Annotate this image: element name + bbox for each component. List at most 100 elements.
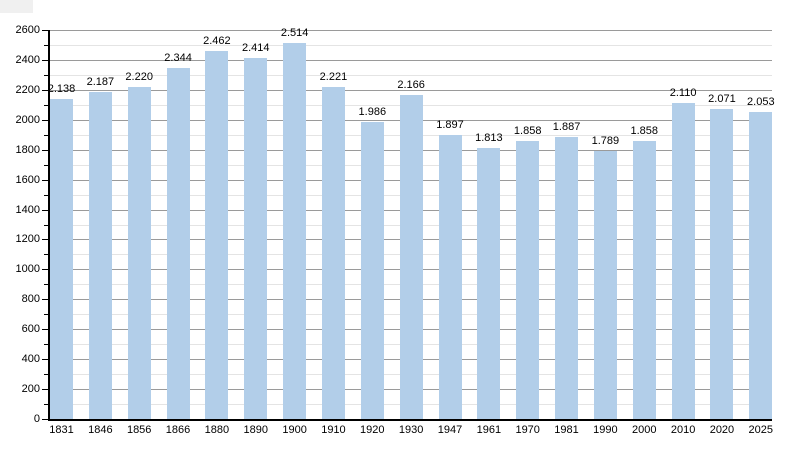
y-tick-major	[42, 299, 48, 301]
x-axis-tick-label: 2000	[632, 424, 657, 436]
x-axis-tick-label: 2020	[709, 424, 735, 436]
bar-1890	[244, 57, 268, 419]
bar-value-label: 2.344	[164, 52, 192, 65]
y-tick-minor	[44, 284, 48, 286]
y-tick-major	[42, 329, 48, 331]
bar-1866	[166, 68, 190, 419]
bar-value-label: 1.813	[475, 131, 503, 144]
bar-2020	[710, 109, 734, 419]
y-tick-minor	[44, 344, 48, 346]
bar-value-label: 2.514	[280, 26, 309, 39]
y-tick-minor	[44, 314, 48, 316]
bar-2010	[671, 103, 695, 419]
x-axis-tick-label: 1900	[282, 424, 307, 436]
bar-1947	[438, 135, 462, 419]
x-axis-tick-label: 1970	[515, 424, 540, 436]
y-tick-major	[42, 269, 48, 271]
y-axis-ticks	[0, 30, 48, 420]
bar-2025	[749, 111, 773, 419]
x-axis-tick-label: 2010	[670, 424, 696, 436]
bar-value-label: 1.858	[513, 125, 542, 138]
y-axis-tick-label: 200	[21, 383, 40, 396]
x-axis-labels: 1831 1846 1856 1866 1880 1890 1900 1910 1920 1930…	[48, 424, 774, 440]
bar-1961	[477, 147, 501, 419]
y-tick-major	[42, 359, 48, 361]
y-tick-minor	[44, 224, 48, 226]
x-axis-tick-label: 1930	[398, 424, 424, 436]
y-axis-tick-label: 1400	[15, 203, 40, 216]
bar-1990	[593, 151, 617, 419]
y-tick-minor	[44, 194, 48, 196]
y-axis-tick-label: 1600	[15, 173, 40, 186]
x-axis-tick-label: 1846	[88, 424, 113, 436]
x-axis-tick-label: 1880	[204, 424, 230, 436]
x-axis-tick-label: 1920	[360, 424, 385, 436]
plot-area: 2.138 2.187 2.220 2.344 2.462 2.414 2.514 2.221…	[48, 26, 775, 419]
bar-value-label: 2.071	[708, 93, 736, 106]
bar-value-label: 1.858	[630, 125, 659, 138]
gridline-minor	[48, 74, 772, 76]
y-tick-major	[42, 389, 48, 391]
bar-1930	[399, 94, 423, 419]
y-tick-major	[42, 179, 48, 181]
bar-value-label: 2.221	[319, 70, 348, 83]
y-tick-major	[42, 30, 48, 31]
y-tick-minor	[44, 164, 48, 166]
x-axis-tick-label: 1890	[243, 424, 268, 436]
bar-value-label: 1.897	[436, 119, 464, 132]
y-axis-tick-label: 2400	[15, 53, 40, 66]
y-axis-tick-label: 1200	[15, 233, 40, 246]
gridline-minor	[48, 44, 772, 46]
y-axis-tick-label: 1800	[15, 143, 40, 156]
bar-value-label: 2.462	[203, 34, 231, 47]
bar-1856	[127, 86, 151, 419]
gridline-major	[48, 30, 772, 31]
x-axis-tick-label: 1990	[593, 424, 618, 436]
y-axis-tick-label: 2600	[15, 24, 40, 36]
bar-1920	[360, 121, 384, 419]
x-axis-tick-label: 2025	[748, 424, 774, 436]
x-axis-tick-label: 1866	[165, 424, 191, 436]
bar-1880	[205, 50, 229, 419]
x-axis-tick-label: 1910	[321, 424, 346, 436]
bar-1910	[321, 86, 345, 419]
y-tick-major	[42, 149, 48, 151]
bar-value-label: 2.414	[241, 41, 270, 54]
bar-value-label: 1.789	[591, 135, 620, 148]
bar-value-label: 1.986	[358, 105, 387, 118]
y-tick-major	[42, 209, 48, 211]
y-tick-major	[42, 239, 48, 241]
y-axis-tick-label: 2200	[15, 83, 40, 96]
gridline-major	[48, 89, 772, 91]
bar-value-label: 2.220	[125, 70, 153, 83]
y-tick-major	[42, 119, 48, 121]
y-tick-major	[42, 419, 48, 420]
y-axis-labels: 0 200 400 600 800 1000 1200 1400 1600 1800 2000 220…	[0, 24, 40, 425]
y-axis-tick-label: 400	[21, 353, 40, 366]
y-tick-major	[42, 59, 48, 61]
x-axis-line	[48, 419, 772, 421]
y-axis-tick-label: 600	[21, 323, 40, 336]
y-tick-minor	[44, 74, 48, 76]
corner-artifact-box	[0, 0, 33, 13]
bar-1900	[283, 42, 307, 419]
bar-1831	[50, 99, 73, 419]
y-tick-major	[42, 89, 48, 91]
y-axis-tick-label: 1000	[15, 263, 40, 276]
y-tick-minor	[44, 404, 48, 406]
y-axis-tick-label: 2000	[15, 113, 40, 126]
x-axis-tick-label: 1947	[437, 424, 463, 436]
bar-value-label: 2.166	[397, 78, 425, 91]
y-axis-tick-label: 0	[33, 413, 40, 425]
bar-1981	[555, 136, 579, 419]
y-tick-minor	[44, 44, 48, 46]
bar-1970	[516, 141, 540, 419]
bar-value-label: 1.887	[552, 120, 581, 133]
bar-1846	[88, 91, 112, 419]
bar-value-label: 2.110	[669, 87, 697, 100]
bar-2000	[632, 141, 656, 419]
y-tick-minor	[44, 134, 48, 136]
y-axis-tick-label: 800	[21, 293, 40, 306]
y-tick-minor	[44, 374, 48, 376]
